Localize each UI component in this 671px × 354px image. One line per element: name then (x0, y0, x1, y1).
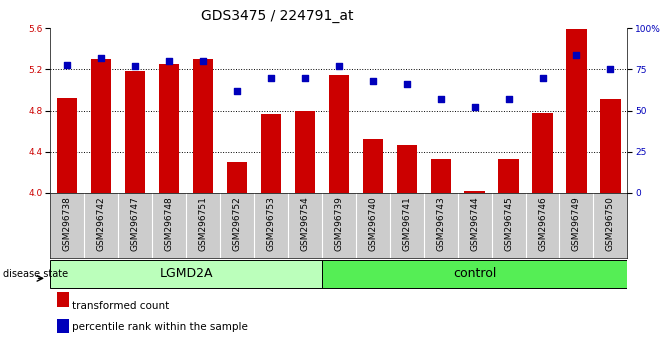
Point (130, 63, 140, 69)
Bar (601, 99, 621, 193)
Bar (57, 98, 77, 193)
Bar (261, 114, 281, 193)
Bar (193, 59, 213, 193)
Bar (329, 75, 349, 193)
Text: GSM296748: GSM296748 (164, 196, 174, 251)
Point (62, 62, 72, 67)
Bar (295, 111, 315, 193)
Point (266, 75, 276, 81)
Text: GSM296741: GSM296741 (402, 196, 411, 251)
Text: GSM296746: GSM296746 (538, 196, 547, 251)
Text: transformed count: transformed count (72, 301, 169, 311)
Text: control: control (453, 268, 497, 280)
Point (571, 52, 582, 57)
Text: GSM296749: GSM296749 (572, 196, 581, 251)
Bar (125, 70, 146, 193)
Bar (227, 162, 247, 193)
Text: disease state: disease state (3, 269, 68, 279)
Bar (57, 319, 69, 333)
Text: GSM296738: GSM296738 (63, 196, 72, 251)
Text: GSM296742: GSM296742 (97, 196, 106, 251)
Text: GSM296747: GSM296747 (131, 196, 140, 251)
Text: GSM296751: GSM296751 (199, 196, 207, 251)
Point (231, 88, 242, 94)
Point (401, 81, 412, 87)
Bar (499, 159, 519, 193)
Text: percentile rank within the sample: percentile rank within the sample (72, 322, 248, 332)
Point (537, 75, 548, 81)
Point (198, 58, 209, 64)
Bar (322, 260, 627, 288)
Bar (362, 139, 383, 193)
Bar (397, 144, 417, 193)
Point (96, 55, 107, 61)
Point (503, 96, 514, 102)
Text: GSM296740: GSM296740 (368, 196, 377, 251)
Point (333, 63, 344, 69)
Point (164, 58, 174, 64)
Point (299, 75, 310, 81)
Bar (57, 292, 69, 307)
Bar (566, 29, 586, 193)
Text: GDS3475 / 224791_at: GDS3475 / 224791_at (201, 9, 354, 23)
Text: GSM296739: GSM296739 (334, 196, 344, 251)
Bar (159, 64, 179, 193)
Bar (532, 113, 553, 193)
Bar (91, 59, 111, 193)
Bar (431, 159, 451, 193)
Text: GSM296744: GSM296744 (470, 196, 479, 251)
Point (368, 78, 378, 84)
Point (469, 104, 480, 110)
Text: GSM296743: GSM296743 (436, 196, 445, 251)
Text: GSM296750: GSM296750 (606, 196, 615, 251)
Point (605, 67, 616, 72)
Text: GSM296754: GSM296754 (301, 196, 309, 251)
Point (435, 96, 446, 102)
Bar (464, 191, 485, 193)
Bar (50, 260, 322, 288)
Text: LGMD2A: LGMD2A (159, 268, 213, 280)
Text: GSM296753: GSM296753 (266, 196, 276, 251)
Text: GSM296752: GSM296752 (233, 196, 242, 251)
Text: GSM296745: GSM296745 (504, 196, 513, 251)
